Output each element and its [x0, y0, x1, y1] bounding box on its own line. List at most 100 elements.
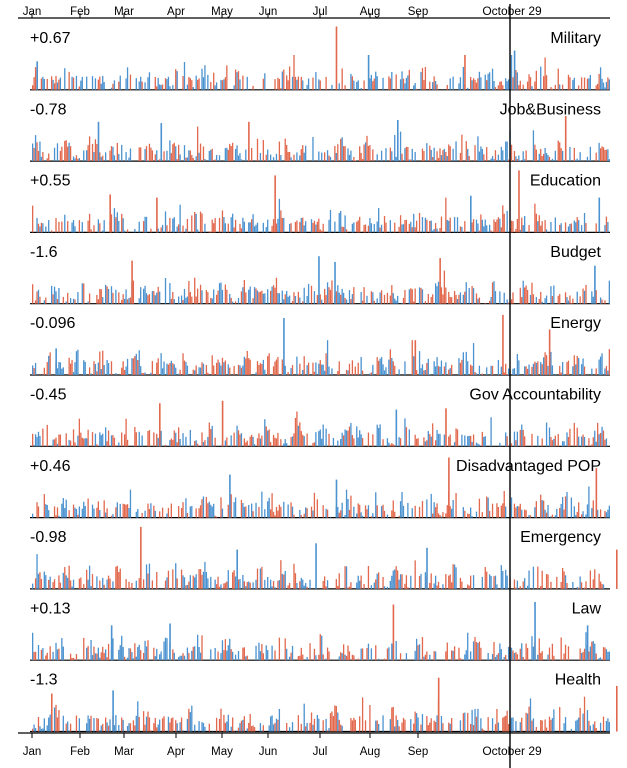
daily-bar	[249, 222, 251, 233]
daily-bar	[528, 225, 530, 233]
daily-bar	[196, 443, 199, 447]
daily-bar	[497, 154, 500, 162]
daily-bar	[347, 587, 349, 589]
daily-bar	[494, 575, 497, 589]
spike-bar	[169, 623, 171, 661]
daily-bar	[507, 302, 510, 304]
daily-bar	[380, 290, 383, 304]
daily-bar	[83, 501, 85, 518]
daily-bar	[67, 146, 69, 162]
daily-bar	[87, 579, 89, 589]
daily-bar	[233, 432, 235, 447]
daily-bar	[496, 219, 498, 233]
daily-bar	[580, 364, 583, 375]
daily-bar	[175, 69, 177, 90]
panel-topic-name: Energy	[550, 315, 601, 332]
daily-bar	[591, 641, 593, 661]
daily-bar	[378, 723, 380, 732]
daily-bar	[138, 81, 140, 90]
daily-bar	[183, 360, 186, 375]
daily-bar	[221, 508, 224, 518]
daily-bar	[71, 586, 73, 589]
daily-bar	[46, 362, 48, 375]
daily-bar	[583, 290, 586, 304]
daily-bar	[604, 647, 606, 661]
daily-bar	[198, 721, 200, 732]
daily-bar	[500, 81, 502, 90]
daily-bar	[426, 716, 428, 732]
daily-bar	[410, 221, 412, 233]
daily-bar	[391, 510, 393, 518]
daily-bar	[348, 290, 351, 304]
daily-bar	[379, 292, 381, 304]
daily-bar	[505, 506, 507, 518]
daily-bar	[75, 75, 78, 90]
daily-bar	[306, 722, 308, 732]
daily-bar	[46, 78, 48, 90]
daily-bar	[261, 364, 263, 375]
daily-bar	[272, 724, 275, 732]
daily-bar	[502, 85, 504, 90]
daily-bar	[205, 497, 208, 518]
daily-bar	[424, 654, 427, 661]
daily-bar	[296, 411, 298, 447]
daily-bar	[290, 652, 292, 661]
daily-bar	[413, 85, 415, 90]
daily-bar	[426, 499, 428, 518]
daily-bar	[110, 87, 113, 90]
daily-bar	[256, 361, 259, 375]
daily-bar	[128, 648, 130, 661]
daily-bar	[357, 658, 359, 661]
daily-bar	[221, 588, 224, 589]
daily-bar	[338, 361, 340, 375]
daily-bar	[58, 710, 60, 732]
daily-bar	[179, 204, 181, 233]
daily-bar	[348, 509, 351, 518]
daily-bar	[261, 290, 263, 304]
daily-bar	[156, 150, 158, 162]
daily-bar	[198, 152, 200, 162]
daily-bar	[361, 648, 364, 661]
daily-bar	[535, 501, 537, 518]
daily-bar	[423, 370, 425, 375]
daily-bar	[326, 730, 329, 732]
daily-bar	[525, 510, 527, 518]
daily-bar	[440, 716, 443, 732]
daily-bar	[423, 656, 425, 661]
panel-score: +0.55	[30, 173, 71, 190]
daily-bar	[561, 441, 564, 447]
daily-bar	[175, 432, 177, 447]
daily-bar	[299, 155, 301, 162]
daily-bar	[507, 723, 510, 732]
daily-bar	[392, 361, 394, 375]
daily-bar	[341, 68, 343, 90]
daily-bar	[360, 434, 362, 447]
daily-bar	[608, 349, 610, 375]
daily-bar	[487, 717, 489, 732]
daily-bar	[388, 76, 390, 90]
daily-bar	[366, 135, 368, 162]
daily-bar	[572, 581, 574, 589]
daily-bar	[205, 365, 208, 375]
daily-bar	[478, 641, 481, 661]
daily-bar	[310, 285, 313, 304]
daily-bar	[175, 563, 177, 589]
daily-bar	[359, 716, 361, 732]
daily-bar	[534, 507, 536, 518]
daily-bar	[437, 231, 440, 233]
daily-bar	[478, 444, 481, 447]
daily-bar	[185, 498, 187, 518]
daily-bar	[269, 290, 272, 304]
daily-bar	[163, 641, 165, 661]
daily-bar	[128, 508, 130, 518]
daily-bar	[420, 368, 422, 375]
daily-bar	[410, 719, 412, 732]
daily-bar	[144, 724, 146, 732]
daily-bar	[312, 443, 314, 447]
daily-bar	[313, 371, 316, 375]
daily-bar	[172, 291, 174, 304]
daily-bar	[575, 720, 577, 732]
daily-bar	[221, 357, 224, 375]
daily-bar	[210, 149, 212, 162]
daily-bar	[302, 80, 304, 90]
